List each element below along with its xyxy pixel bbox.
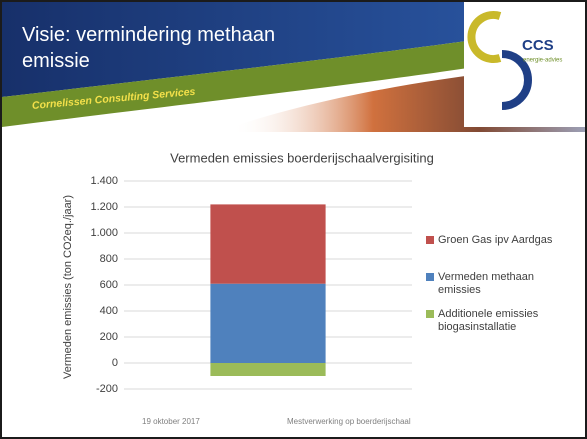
legend-label: Vermeden methaan emissies bbox=[438, 271, 566, 297]
y-tick-label: 600 bbox=[100, 279, 118, 291]
legend-swatch bbox=[426, 236, 434, 244]
legend-swatch bbox=[426, 310, 434, 318]
y-tick-label: 800 bbox=[100, 253, 118, 265]
slide: CCS energie-advies Visie: vermindering m… bbox=[0, 0, 587, 439]
y-tick-label: -200 bbox=[96, 383, 118, 395]
chart-title: Vermeden emissies boerderijschaalvergisi… bbox=[170, 150, 434, 165]
logo-tagline: energie-advies bbox=[523, 58, 562, 64]
footer-text: Mestverwerking op boerderijschaal bbox=[287, 417, 411, 426]
legend-swatch bbox=[426, 273, 434, 281]
y-tick-label: 0 bbox=[112, 357, 118, 369]
slide-title: Visie: vermindering methaan emissie bbox=[22, 22, 332, 74]
legend-label: Groen Gas ipv Aardgas bbox=[438, 234, 566, 247]
logo-text: CCS bbox=[522, 37, 554, 54]
legend-item: Groen Gas ipv Aardgas bbox=[426, 234, 566, 247]
y-tick-label: 1.000 bbox=[90, 227, 118, 239]
legend-label: Additionele emissies biogasinstallatie bbox=[438, 308, 566, 334]
y-tick-label: 400 bbox=[100, 305, 118, 317]
legend-item: Additionele emissies biogasinstallatie bbox=[426, 308, 566, 334]
bar-segment bbox=[210, 363, 325, 376]
y-tick-label: 200 bbox=[100, 331, 118, 343]
footer-date: 19 oktober 2017 bbox=[142, 417, 200, 426]
y-axis-label: Vermeden emissies (ton CO2eq./jaar) bbox=[62, 195, 74, 379]
bar-segment bbox=[210, 204, 325, 283]
y-tick-label: 1.400 bbox=[90, 175, 118, 187]
legend-item: Vermeden methaan emissies bbox=[426, 271, 566, 297]
y-tick-label: 1.200 bbox=[90, 201, 118, 213]
bar-segment bbox=[210, 284, 325, 363]
